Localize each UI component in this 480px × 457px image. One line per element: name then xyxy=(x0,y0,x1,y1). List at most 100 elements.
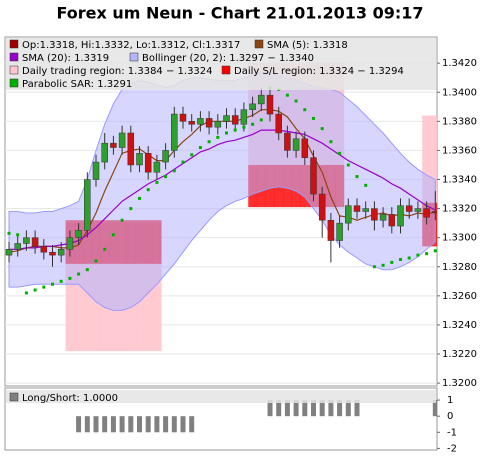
sar-dot xyxy=(24,291,28,295)
sar-dot xyxy=(138,196,141,200)
overlay-layer: 1.3200 1.3220 1.3240 1.3260 1.3280 1.3300 1.33… xyxy=(6,38,477,454)
sar-dot xyxy=(181,160,185,164)
candle-body xyxy=(379,214,387,221)
sar-dot xyxy=(233,128,237,132)
long-short-bar xyxy=(284,400,290,417)
sar-dot xyxy=(207,140,211,144)
legend-swatch xyxy=(9,39,19,49)
candle-body xyxy=(136,153,143,166)
candle-body xyxy=(214,121,222,128)
candle-body xyxy=(336,222,343,241)
chart-title: Forex um Neun - Chart 21.01.2013 09:17 xyxy=(56,4,423,23)
candle-body xyxy=(14,243,21,250)
candle-body xyxy=(31,237,39,247)
legend-swatch xyxy=(9,65,19,75)
sar-dot xyxy=(164,175,168,179)
long-short-bar xyxy=(128,416,134,433)
y-tick-label: 0 xyxy=(447,411,453,422)
y-tick-label: 1.3260 xyxy=(442,291,477,302)
candle-body xyxy=(66,237,74,250)
y-tick-label: 1 xyxy=(447,395,453,406)
y-tick-label: 1.3360 xyxy=(442,145,477,156)
candle-body xyxy=(188,121,195,125)
legend-label: SMA (5): 1.3318 xyxy=(267,40,348,51)
candle-body xyxy=(249,103,256,110)
candle-body xyxy=(414,208,422,212)
y-tick-label: 1.3220 xyxy=(442,349,477,360)
main-layer xyxy=(5,62,437,384)
long-short-bar xyxy=(171,416,177,433)
y-tick-label: 1.3400 xyxy=(442,87,477,98)
candle-body xyxy=(345,205,352,224)
candle-body xyxy=(284,132,291,151)
sar-dot xyxy=(285,93,289,97)
candle-body xyxy=(5,249,13,256)
sar-dot xyxy=(16,233,20,237)
long-short-bar xyxy=(163,416,169,433)
sar-dot xyxy=(355,175,359,179)
long-short-bar xyxy=(76,416,82,433)
candle-body xyxy=(275,113,282,134)
candle-body xyxy=(292,138,300,151)
legend-swatch xyxy=(9,78,19,88)
region-cell xyxy=(74,223,84,352)
candle-body xyxy=(205,118,213,128)
candle-body xyxy=(397,205,404,227)
long-short-bar xyxy=(319,400,325,417)
candle-body xyxy=(171,113,178,151)
candle-body xyxy=(240,109,248,125)
sar-dot xyxy=(407,256,411,260)
candle-body xyxy=(49,251,56,256)
sar-dot xyxy=(381,263,385,267)
candle-body xyxy=(362,208,369,212)
legend-swatch xyxy=(129,52,139,62)
candle-body xyxy=(101,142,108,163)
y-tick-label: 1.3380 xyxy=(442,116,477,127)
sar-dot xyxy=(172,169,176,173)
long-short-bar xyxy=(302,400,308,417)
sar-dot xyxy=(433,249,437,253)
candle-body xyxy=(162,150,169,163)
sar-dot xyxy=(68,276,72,280)
candle-body xyxy=(388,214,396,227)
long-short-bar xyxy=(119,416,125,433)
sar-dot xyxy=(251,122,255,126)
sar-dot xyxy=(129,207,133,211)
legend-swatch xyxy=(254,39,264,49)
sar-dot xyxy=(120,218,124,222)
sar-dot xyxy=(155,180,159,184)
sar-dot xyxy=(103,247,107,251)
long-short-bar xyxy=(102,416,108,433)
y-tick-label: 1.3320 xyxy=(442,204,477,215)
long-short-bar xyxy=(328,400,334,417)
sar-dot xyxy=(146,188,150,192)
legend-label: Bollinger (20, 2): 1.3297 − 1.3340 xyxy=(142,53,314,64)
sar-dot xyxy=(216,135,220,139)
sar-dot xyxy=(7,231,11,235)
sar-dot xyxy=(399,257,402,261)
sar-dot xyxy=(416,253,420,257)
sar-dot xyxy=(259,118,263,122)
candle-body xyxy=(92,161,100,180)
candle-body xyxy=(110,142,117,148)
sar-dot xyxy=(372,265,376,269)
sar-dot xyxy=(390,260,394,264)
candle-body xyxy=(179,113,187,122)
long-short-bar xyxy=(267,400,273,417)
candle-body xyxy=(223,115,230,122)
long-short-bar xyxy=(145,416,151,433)
sar-dot xyxy=(242,125,246,129)
candle-body xyxy=(197,118,204,125)
candle-body xyxy=(231,115,239,125)
long-short-bar xyxy=(432,400,437,417)
candle-body xyxy=(57,249,65,256)
legend-label: Parabolic SAR: 1.3291 xyxy=(22,79,132,90)
sar-dot xyxy=(338,151,342,155)
y-tick-label: 1.3240 xyxy=(442,320,477,331)
candle-body xyxy=(127,132,135,166)
sar-dot xyxy=(42,285,46,289)
sar-dot xyxy=(33,288,37,292)
long-short-bar xyxy=(154,416,160,433)
legend-swatch xyxy=(221,65,231,75)
long-short-bar xyxy=(84,416,90,433)
